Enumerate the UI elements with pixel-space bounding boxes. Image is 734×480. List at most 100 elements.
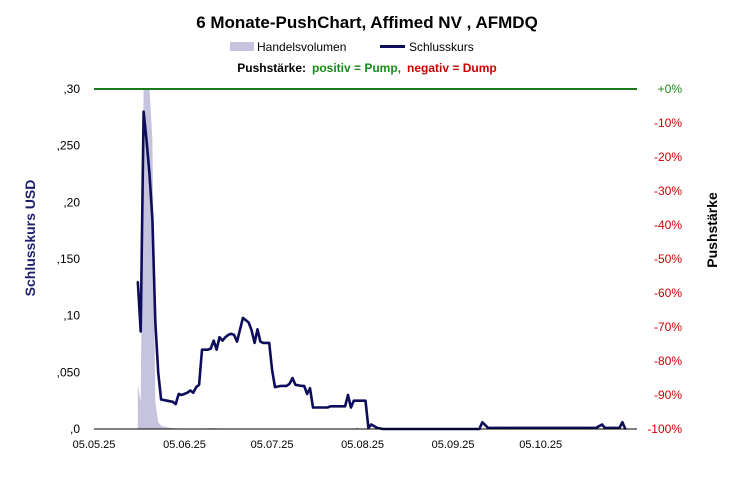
close-price-point — [481, 421, 484, 424]
y-right-tick-label: -50% — [654, 252, 682, 266]
y-right-axis-label: Pushstärke — [704, 192, 720, 268]
close-price-point — [136, 280, 139, 283]
close-price-point — [160, 398, 163, 401]
x-ticks: 05.05.25 05.06.25 05.07.25 05.08.25 05.09.25… — [73, 439, 563, 451]
close-price-point — [250, 329, 253, 332]
close-price-line — [136, 110, 627, 431]
close-price-point — [142, 110, 145, 113]
x-tick-label: 05.10.25 — [519, 439, 562, 451]
y-left-tick-label: ,0 — [70, 422, 80, 436]
close-price-point — [151, 218, 154, 221]
plot-area — [94, 88, 637, 431]
line-layer — [136, 110, 627, 431]
close-price-point — [367, 427, 370, 429]
close-price-point — [145, 139, 148, 141]
close-price-point — [279, 385, 282, 387]
close-price-point — [306, 393, 308, 395]
y-right-ticks: +0% -10% -20% -30% -40% -50% -60% -70% -80% -90% -… — [647, 82, 682, 436]
close-price-point — [233, 334, 236, 336]
y-left-tick-label: ,30 — [63, 82, 80, 96]
close-price-point — [192, 391, 195, 394]
close-price-point — [300, 385, 303, 387]
x-tick-label: 05.05.25 — [73, 439, 116, 451]
y-right-tick-label: -90% — [654, 388, 682, 402]
y-right-tick-label: -10% — [654, 116, 682, 130]
y-left-tick-label: ,150 — [57, 252, 81, 266]
close-price-point — [204, 348, 206, 351]
close-price-point — [212, 339, 215, 342]
y-left-axis-label: Schlusskurs USD — [22, 180, 38, 297]
close-price-point — [157, 371, 160, 374]
close-price-point — [180, 394, 183, 396]
close-price-point — [303, 385, 306, 387]
close-price-point — [618, 427, 621, 429]
close-price-point — [186, 391, 189, 394]
legend: Handelsvolumen Schlusskurs — [230, 40, 474, 54]
close-price-point — [312, 406, 314, 409]
close-price-point — [174, 403, 177, 405]
pushstaerke-label: Pushstärke: — [237, 61, 306, 75]
close-price-point — [195, 386, 198, 388]
close-price-point — [177, 393, 180, 395]
close-price-point — [262, 342, 265, 344]
legend-close-label: Schlusskurs — [409, 40, 474, 54]
y-right-tick-label: +0% — [658, 82, 683, 96]
close-price-point — [244, 319, 247, 322]
close-price-point — [288, 382, 291, 385]
close-price-point — [347, 394, 349, 396]
close-price-point — [271, 369, 273, 371]
close-price-point — [253, 342, 256, 344]
x-tick-label: 05.09.25 — [432, 439, 475, 451]
close-price-point — [166, 399, 168, 402]
pushstaerke-legend: Pushstärke: positiv = Pump, negativ = Dump — [237, 61, 496, 75]
close-price-point — [621, 421, 624, 424]
close-price-point — [350, 406, 352, 409]
y-left-tick-label: ,10 — [63, 309, 80, 323]
close-price-point — [344, 405, 346, 408]
y-right-tick-label: -100% — [647, 422, 682, 436]
close-price-point — [291, 377, 294, 379]
y-right-tick-label: -30% — [654, 184, 682, 198]
y-right-tick-label: -70% — [654, 320, 682, 334]
legend-volume-swatch — [230, 42, 254, 51]
close-price-point — [510, 427, 513, 429]
close-price-point — [154, 320, 157, 323]
y-right-tick-label: -60% — [654, 286, 682, 300]
volume-layer — [137, 89, 626, 429]
close-price-point — [209, 347, 212, 350]
close-price-point — [285, 385, 288, 387]
close-price-point — [370, 423, 373, 426]
y-left-ticks: ,0 ,050 ,10 ,150 ,20 ,250 ,30 — [57, 82, 81, 436]
chart-title: 6 Monate-PushChart, Affimed NV , AFMDQ — [196, 13, 538, 32]
close-price-point — [236, 340, 238, 343]
x-tick-label: 05.06.25 — [163, 439, 206, 451]
close-price-point — [259, 340, 262, 343]
y-right-tick-label: -20% — [654, 150, 682, 164]
close-price-point — [189, 389, 192, 392]
close-price-point — [487, 427, 489, 429]
close-price-point — [601, 423, 603, 426]
close-price-point — [294, 383, 297, 386]
y-left-tick-label: ,050 — [57, 365, 81, 379]
close-price-point — [326, 406, 329, 409]
x-tick-label: 05.07.25 — [251, 439, 294, 451]
close-price-point — [224, 336, 227, 339]
axes-layer — [94, 88, 637, 430]
close-price-point — [227, 334, 230, 336]
close-price-point — [230, 332, 233, 335]
close-price-point — [218, 336, 221, 339]
close-price-point — [274, 386, 276, 388]
legend-volume-label: Handelsvolumen — [257, 40, 346, 54]
y-right-tick-label: -40% — [654, 218, 682, 232]
y-left-tick-label: ,20 — [63, 195, 80, 209]
close-price-point — [207, 348, 209, 351]
close-price-point — [364, 399, 367, 402]
x-tick-label: 05.08.25 — [341, 439, 384, 451]
close-price-point — [171, 400, 174, 403]
close-price-point — [604, 427, 606, 429]
close-price-point — [201, 348, 203, 351]
close-price-point — [221, 339, 224, 342]
pushstaerke-positive: positiv = Pump, — [312, 61, 401, 75]
close-price-point — [268, 342, 271, 344]
